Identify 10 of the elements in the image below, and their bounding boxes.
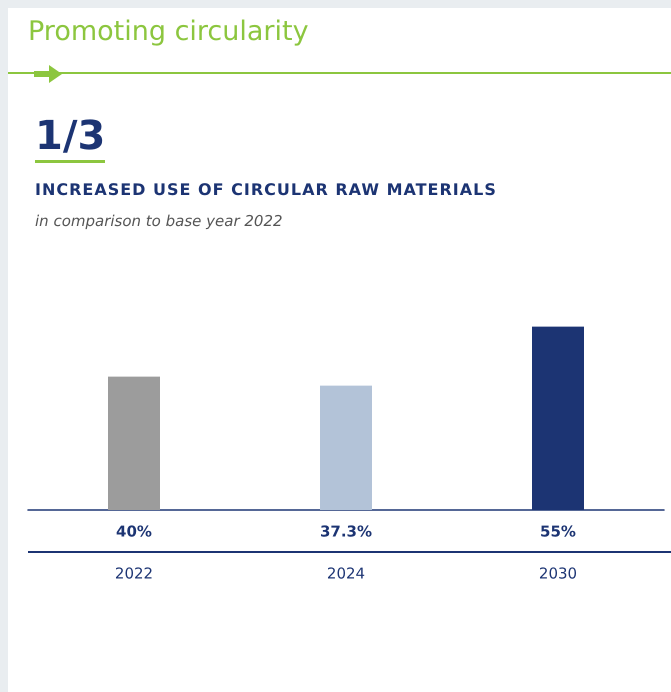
data-label: 37.3%	[320, 522, 372, 540]
chart-title: Promoting circularity	[28, 16, 309, 47]
data-label: 40%	[116, 522, 152, 540]
chart-subtitle: INCREASED USE OF CIRCULAR RAW MATERIALS	[35, 180, 497, 199]
data-label: 55%	[540, 522, 576, 540]
text: in comparison to base year 2022	[35, 212, 283, 230]
x-tick-label: 2022	[114, 564, 154, 582]
x-tick-label: 2024	[326, 564, 366, 582]
text: 1/3	[35, 112, 106, 163]
x-tick-label: 2030	[538, 564, 578, 582]
